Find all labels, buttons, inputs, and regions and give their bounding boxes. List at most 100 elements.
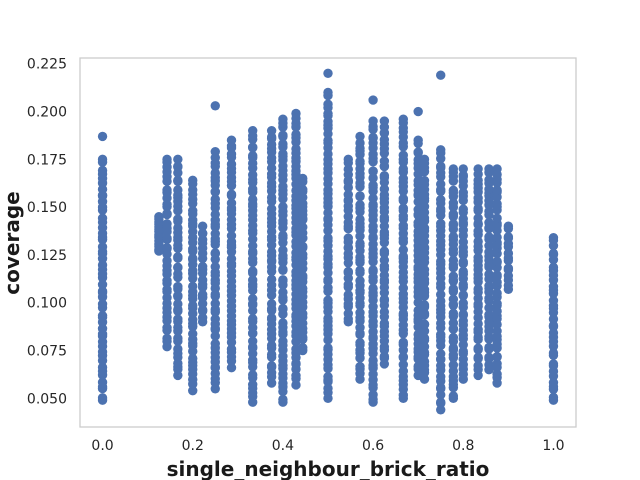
data-point — [355, 156, 365, 166]
data-point — [548, 248, 559, 259]
data-point — [278, 275, 288, 285]
data-point — [436, 148, 446, 158]
data-point — [210, 228, 220, 239]
data-point — [197, 221, 208, 231]
data-point — [210, 338, 220, 349]
data-point — [247, 336, 258, 346]
data-point — [548, 377, 559, 388]
data-point — [419, 326, 430, 336]
data-point — [492, 326, 502, 336]
data-point — [484, 232, 494, 242]
data-point — [197, 228, 208, 238]
data-point — [398, 351, 409, 362]
data-point — [548, 359, 559, 369]
data-point — [419, 319, 430, 329]
data-point — [266, 340, 277, 350]
data-point — [278, 201, 288, 212]
data-point — [247, 294, 258, 304]
data-point — [226, 141, 237, 151]
data-point — [154, 214, 164, 224]
data-point — [548, 320, 559, 331]
data-point — [368, 265, 378, 275]
data-point — [97, 323, 108, 334]
data-point — [323, 371, 333, 382]
data-point — [436, 372, 446, 382]
data-point — [368, 173, 378, 183]
data-point — [97, 131, 108, 142]
y-tick-label: 0.200 — [27, 105, 67, 121]
data-point — [291, 113, 301, 124]
data-point — [484, 217, 494, 228]
x-tick-label: 0.8 — [452, 438, 474, 454]
data-point — [247, 275, 258, 285]
data-point — [484, 269, 494, 280]
data-point — [448, 391, 459, 401]
data-point — [368, 355, 378, 366]
data-point — [298, 241, 308, 252]
data-point — [458, 298, 468, 308]
data-point — [298, 213, 308, 224]
data-point — [419, 374, 430, 384]
data-point — [379, 307, 390, 317]
data-point — [173, 252, 183, 262]
data-point — [548, 235, 559, 246]
data-point — [266, 247, 277, 257]
data-point — [355, 191, 365, 201]
x-axis-title: single_neighbour_brick_ratio — [167, 457, 490, 480]
data-point — [492, 351, 502, 362]
data-point — [448, 308, 459, 319]
data-point — [355, 138, 365, 148]
data-point — [298, 177, 308, 187]
data-point — [448, 231, 459, 242]
data-point — [368, 121, 378, 132]
data-point — [226, 231, 237, 241]
data-point — [484, 342, 494, 353]
data-point — [210, 209, 220, 220]
data-point — [343, 308, 353, 319]
data-point — [448, 167, 459, 178]
data-point — [210, 248, 220, 258]
data-point — [484, 167, 494, 178]
data-point — [379, 246, 390, 256]
data-point — [492, 213, 502, 223]
data-point — [266, 163, 277, 173]
data-point — [355, 214, 365, 225]
data-point — [355, 322, 365, 333]
data-point — [436, 194, 446, 205]
data-point — [436, 405, 446, 415]
data-point — [197, 261, 208, 272]
data-point — [492, 185, 502, 195]
data-point — [266, 313, 277, 323]
data-point — [419, 284, 430, 295]
data-point — [210, 194, 220, 204]
data-point — [343, 164, 353, 175]
data-point — [548, 281, 559, 292]
data-point — [188, 205, 198, 216]
data-point — [247, 241, 258, 251]
data-point — [458, 309, 468, 319]
data-point — [492, 169, 502, 180]
x-tick-label: 0.2 — [182, 438, 204, 454]
data-point — [436, 256, 446, 267]
data-point — [323, 383, 333, 394]
data-point — [419, 342, 430, 352]
data-point — [97, 286, 108, 296]
data-point — [323, 135, 333, 146]
y-tick-label: 0.050 — [27, 391, 67, 407]
data-point — [368, 390, 378, 400]
data-point — [473, 252, 483, 263]
data-point — [188, 244, 198, 254]
data-point — [247, 194, 258, 205]
data-point — [162, 333, 172, 344]
data-point — [398, 193, 409, 204]
data-point — [448, 271, 459, 281]
data-point — [173, 161, 183, 172]
data-point — [355, 252, 365, 262]
data-point — [398, 150, 409, 160]
data-point — [398, 283, 409, 293]
data-point — [458, 170, 468, 180]
data-point — [473, 352, 483, 363]
y-tick-label: 0.075 — [27, 344, 67, 360]
data-point — [188, 329, 198, 339]
